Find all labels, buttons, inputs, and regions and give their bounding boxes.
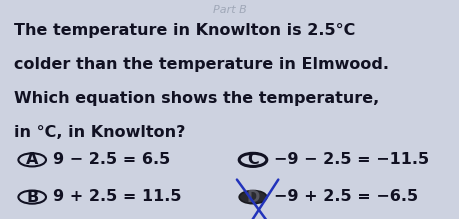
Text: Part B: Part B — [213, 5, 246, 16]
Text: −9 − 2.5 = −11.5: −9 − 2.5 = −11.5 — [273, 152, 428, 167]
Text: 9 − 2.5 = 6.5: 9 − 2.5 = 6.5 — [53, 152, 170, 167]
Text: Which equation shows the temperature,: Which equation shows the temperature, — [14, 91, 378, 106]
Text: 9 + 2.5 = 11.5: 9 + 2.5 = 11.5 — [53, 189, 181, 204]
Text: colder than the temperature in Elmwood.: colder than the temperature in Elmwood. — [14, 57, 388, 72]
Text: The temperature in Knowlton is 2.5°C: The temperature in Knowlton is 2.5°C — [14, 23, 354, 38]
Circle shape — [239, 191, 266, 204]
Text: C: C — [246, 152, 258, 167]
Text: A: A — [26, 152, 38, 167]
Text: B: B — [26, 190, 38, 205]
Text: −9 + 2.5 = −6.5: −9 + 2.5 = −6.5 — [273, 189, 417, 204]
Text: in °C, in Knowlton?: in °C, in Knowlton? — [14, 125, 185, 140]
Text: D: D — [246, 190, 259, 205]
